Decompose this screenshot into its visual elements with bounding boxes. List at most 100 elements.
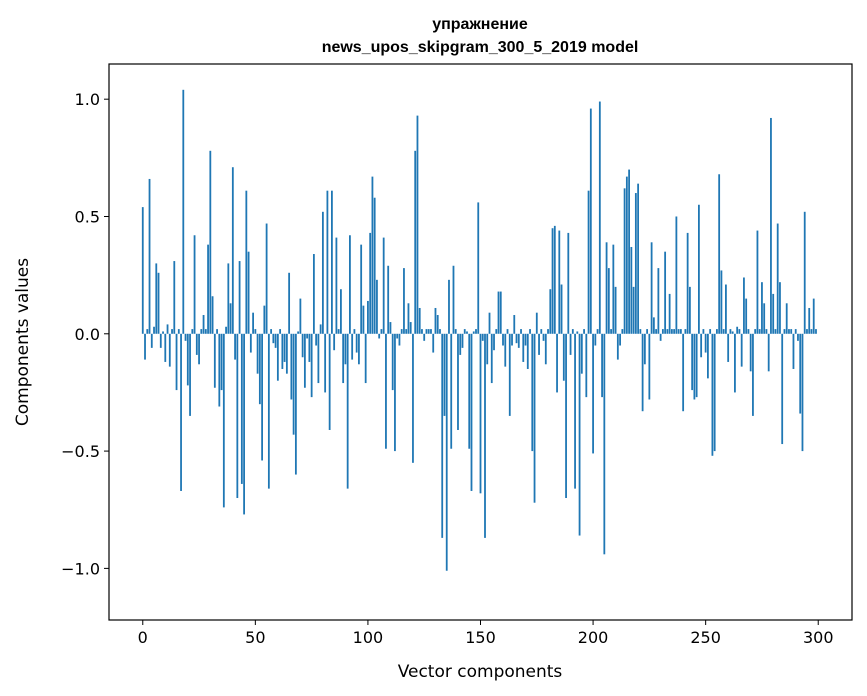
bar	[195, 333, 198, 355]
bar	[770, 117, 772, 334]
bar	[774, 329, 777, 334]
x-tick-label: 0	[138, 628, 148, 647]
bar	[594, 333, 597, 346]
bar	[427, 329, 430, 334]
bar	[740, 333, 743, 367]
bar	[707, 333, 709, 379]
bar	[749, 333, 752, 372]
x-tick-label: 300	[803, 628, 834, 647]
bar	[738, 329, 741, 334]
bar	[736, 326, 739, 334]
bar	[479, 333, 482, 494]
bar	[601, 333, 603, 398]
bar	[542, 333, 545, 341]
bar	[598, 101, 601, 334]
bar	[168, 333, 171, 367]
bar	[727, 333, 730, 362]
y-tick-label: 0.0	[75, 325, 100, 344]
bar	[484, 333, 486, 538]
bar	[254, 329, 257, 334]
x-tick-label: 50	[245, 628, 265, 647]
bar	[648, 333, 651, 400]
bar	[607, 268, 610, 334]
bar	[155, 263, 158, 334]
bar	[511, 333, 513, 346]
bar	[502, 333, 504, 346]
bar	[720, 270, 723, 334]
bar	[319, 324, 322, 334]
bar	[576, 331, 579, 334]
bar	[247, 251, 250, 334]
bar	[803, 211, 806, 334]
bar	[403, 268, 405, 334]
bar	[812, 298, 815, 334]
bar	[634, 193, 637, 334]
bar	[308, 333, 311, 362]
bar	[236, 333, 239, 499]
bar	[450, 333, 453, 449]
x-tick-label: 200	[578, 628, 609, 647]
bar	[461, 333, 464, 348]
bar	[175, 333, 178, 391]
bar	[688, 286, 691, 334]
bar	[767, 333, 770, 372]
bar	[670, 329, 673, 334]
bar	[191, 329, 194, 334]
bar	[439, 329, 441, 334]
bar	[513, 315, 516, 334]
bar	[565, 333, 567, 499]
bar	[698, 204, 700, 334]
bar	[202, 315, 205, 334]
bar	[153, 326, 155, 334]
bar	[378, 333, 381, 339]
bar	[173, 261, 176, 334]
bar	[189, 333, 191, 416]
bar	[157, 272, 160, 334]
bar	[162, 331, 164, 334]
bar	[150, 333, 153, 348]
bar	[571, 329, 574, 334]
x-axis-label: Vector components	[398, 662, 563, 682]
bar	[531, 333, 534, 452]
bar	[218, 333, 221, 407]
bar	[394, 333, 396, 452]
bar	[556, 333, 558, 393]
bar	[495, 329, 498, 334]
bar	[472, 331, 475, 334]
bar	[679, 329, 682, 334]
bar	[700, 333, 703, 358]
x-tick-label: 150	[465, 628, 496, 647]
bar	[533, 333, 536, 503]
bar	[562, 333, 565, 381]
bar	[310, 333, 313, 398]
bar	[418, 307, 421, 334]
bar	[468, 333, 471, 449]
bar	[488, 312, 491, 334]
bar	[144, 333, 146, 360]
y-tick-label: 0.5	[75, 207, 100, 226]
bar	[693, 333, 696, 400]
bar	[650, 242, 653, 334]
bar	[790, 329, 793, 334]
bar	[652, 317, 655, 334]
bar	[463, 329, 466, 334]
bar	[657, 268, 660, 334]
bar	[216, 329, 218, 334]
x-tick-label: 250	[690, 628, 721, 647]
bar	[445, 333, 448, 571]
bar	[337, 329, 340, 334]
bar	[725, 284, 727, 334]
bar	[209, 150, 212, 334]
bar	[520, 329, 522, 334]
bar	[240, 333, 243, 484]
bar	[211, 296, 214, 334]
bar	[785, 303, 788, 334]
bar	[200, 329, 203, 334]
bar	[346, 333, 349, 489]
bar	[783, 329, 786, 334]
bar	[380, 329, 383, 334]
bar	[448, 279, 450, 334]
bar	[754, 329, 757, 334]
bar	[376, 279, 378, 334]
bar	[621, 329, 624, 334]
